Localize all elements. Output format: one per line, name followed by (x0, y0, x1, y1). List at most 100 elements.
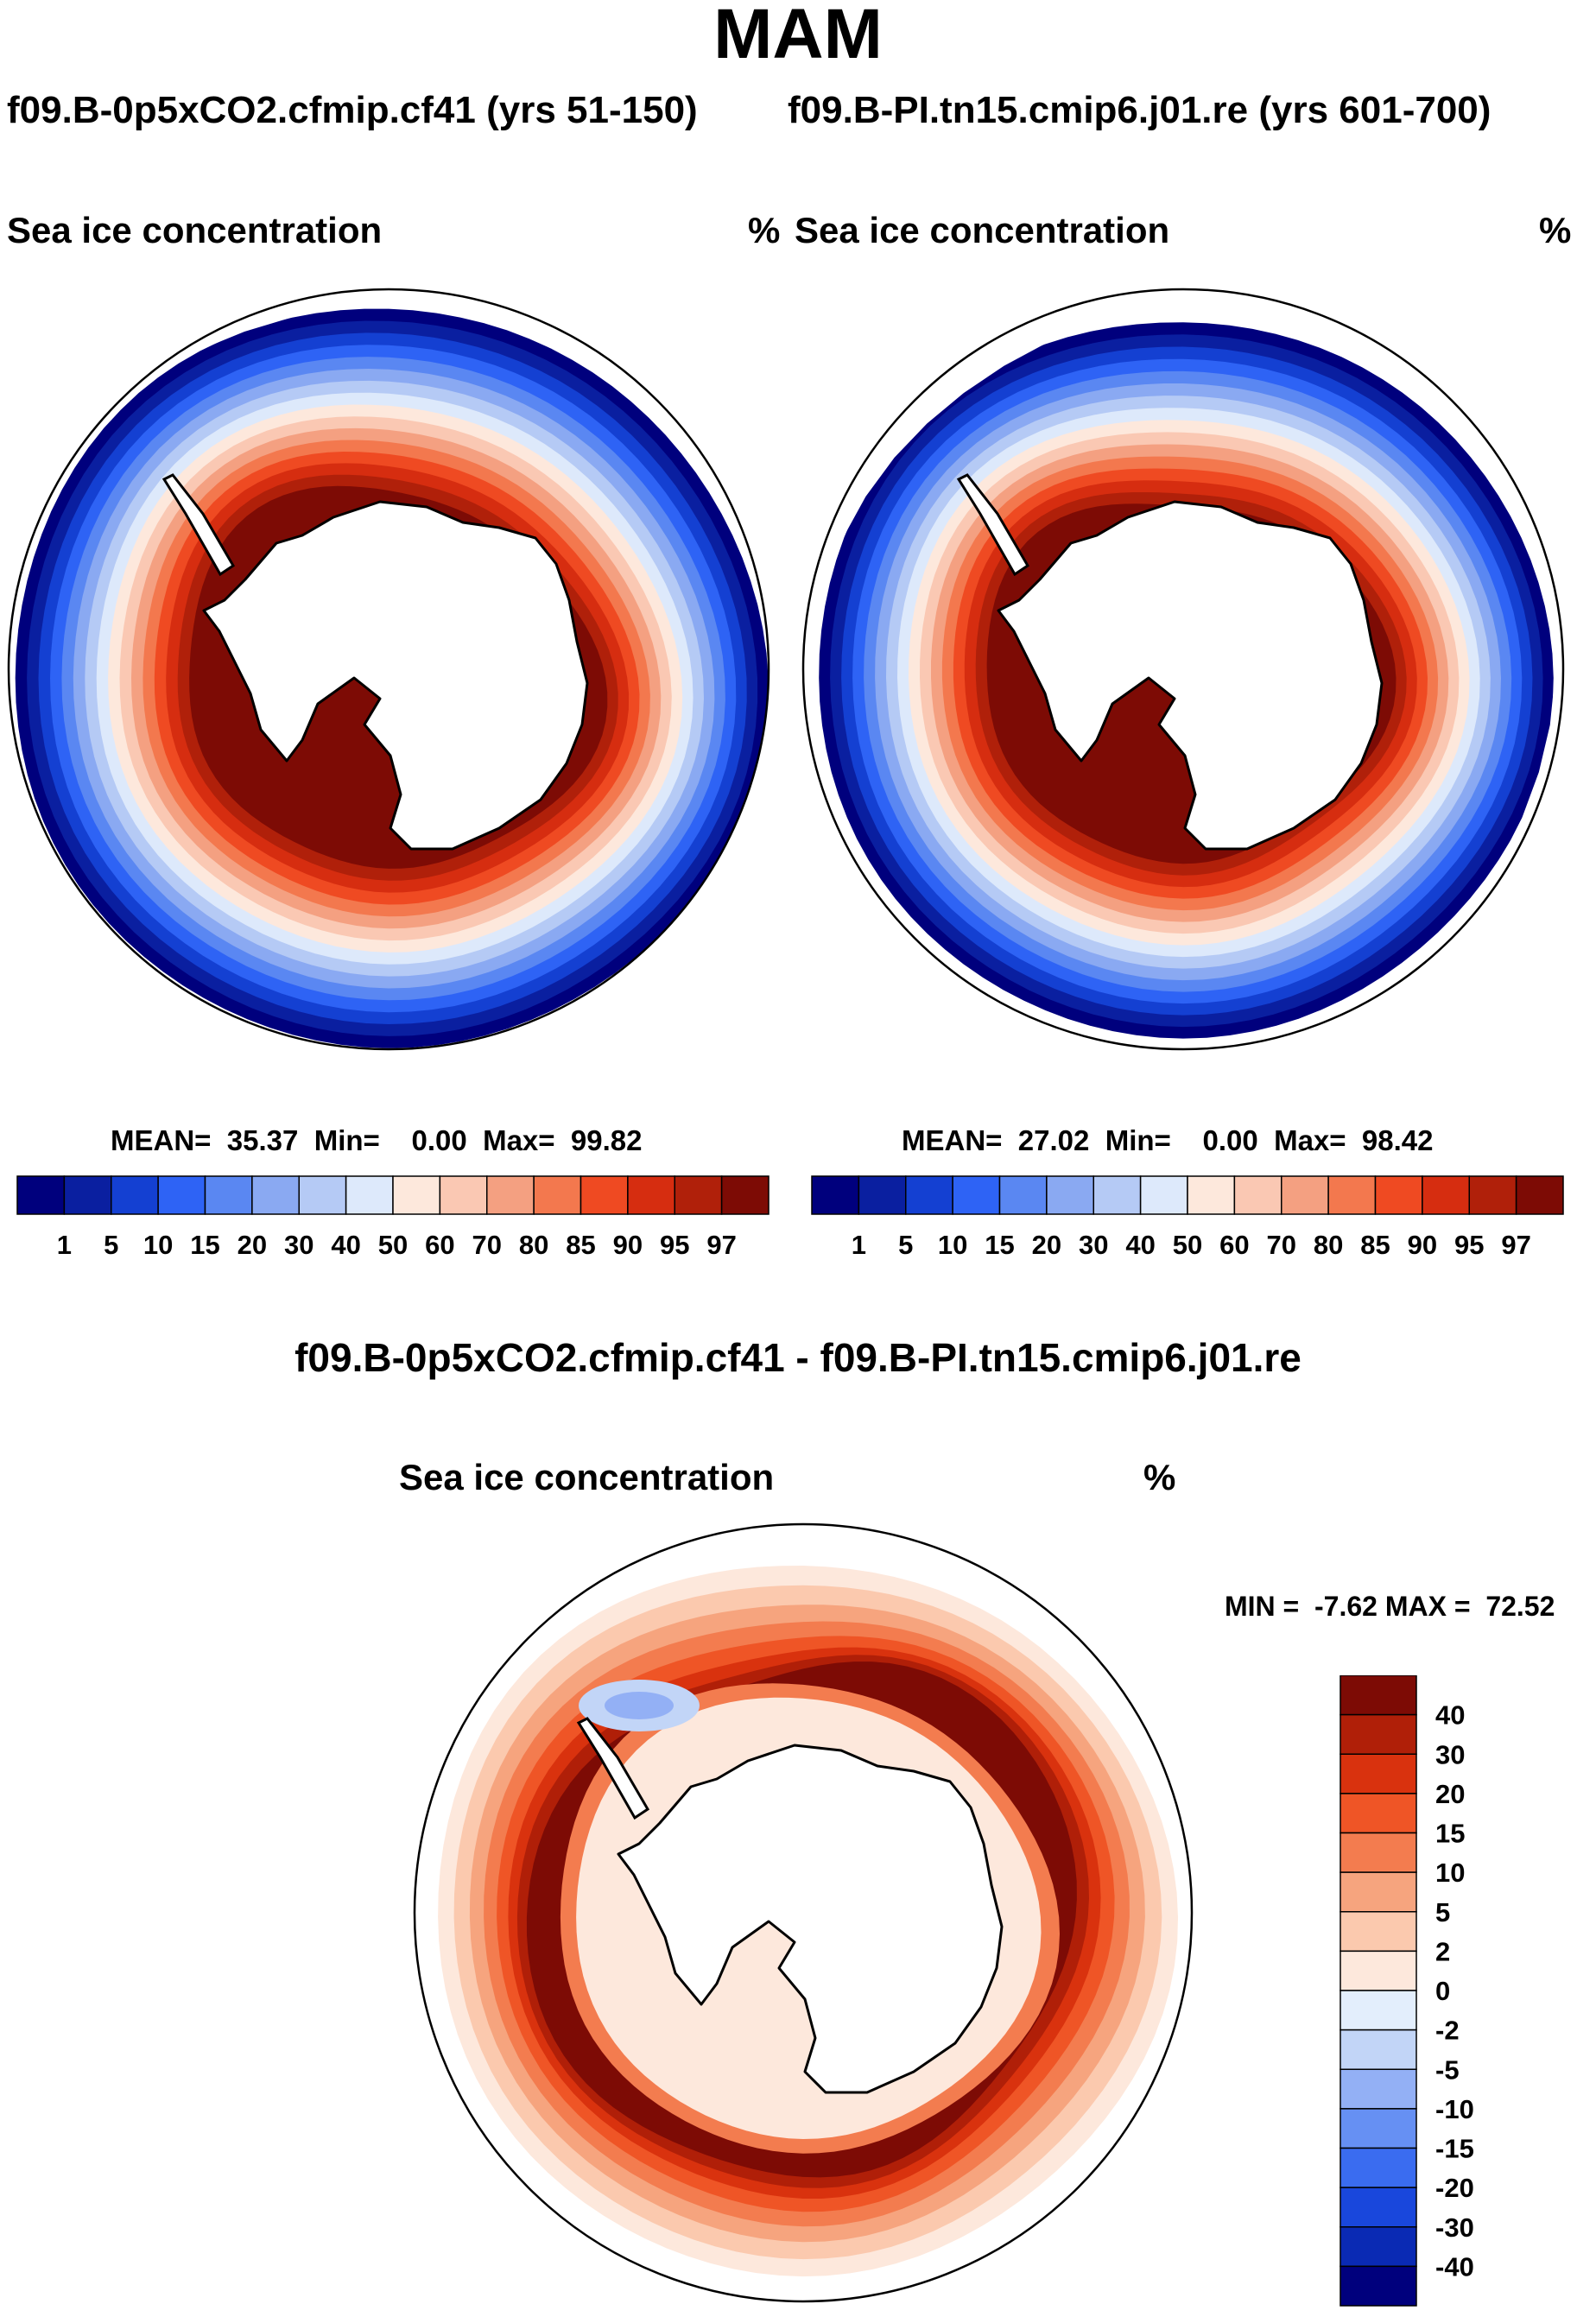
map-boundary (7, 288, 770, 1051)
colorbar-tick-label: 90 (613, 1230, 643, 1260)
diff-colorbar-swatch-1 (1340, 1713, 1417, 1755)
panel1-stats: MEAN= 35.37 Min= 0.00 Max= 99.82 (111, 1124, 642, 1158)
colorbar-swatch-13 (627, 1175, 675, 1215)
panel2-mean-value: 27.02 (1017, 1124, 1090, 1156)
panel1-colorbar: 1 5 10 15 20 30 40 50 60 70 80 85 90 95 97 (16, 1175, 770, 1260)
colorbar-tick-label: 97 (706, 1230, 736, 1260)
panel2-max-label: Max= (1274, 1124, 1346, 1156)
antarctica-coastline (617, 1744, 1004, 2094)
colorbar-swatch-4 (204, 1175, 253, 1215)
colorbar-tick-label: 60 (425, 1230, 454, 1260)
panel2-colorbar: 1 5 10 15 20 30 40 50 60 70 80 85 90 95 97 (811, 1175, 1564, 1260)
diff-colorbar-tick-label: -15 (1435, 2134, 1474, 2164)
colorbar-tick-label: 85 (1360, 1230, 1390, 1260)
colorbar-tick-label: 30 (284, 1230, 314, 1260)
colorbar-swatch-3 (952, 1175, 1001, 1215)
diff-colorbar-tick-label: 15 (1435, 1819, 1465, 1849)
colorbar-tick-label: 15 (190, 1230, 219, 1260)
panel1-max-label: Max= (483, 1124, 555, 1156)
colorbar-swatch-2 (905, 1175, 953, 1215)
colorbar-tick-label: 70 (1267, 1230, 1296, 1260)
diff-colorbar-swatch-6 (1340, 1911, 1417, 1953)
colorbar-swatch-13 (1422, 1175, 1470, 1215)
panel2-min-label: Min= (1105, 1124, 1171, 1156)
colorbar-tick-label: 30 (1079, 1230, 1108, 1260)
colorbar-swatch-8 (1187, 1175, 1236, 1215)
diff-colorbar-swatch-0 (1340, 1675, 1417, 1716)
antarctica-coastline (997, 500, 1384, 851)
colorbar-swatch-6 (298, 1175, 347, 1215)
colorbar-swatch-14 (674, 1175, 723, 1215)
colorbar-tick-label: 70 (472, 1230, 502, 1260)
colorbar-swatch-15 (720, 1175, 770, 1215)
antarctic-peninsula (956, 473, 1030, 577)
colorbar-swatch-10 (1281, 1175, 1329, 1215)
colorbar-tick-label: 40 (1125, 1230, 1155, 1260)
diff-colorbar-tick-label: 2 (1435, 1936, 1450, 1966)
panel2-variable-label: Sea ice concentration (795, 210, 1170, 250)
colorbar-swatch-9 (439, 1175, 488, 1215)
antarctic-peninsula (162, 473, 236, 577)
panel3-min-value: -7.62 (1314, 1591, 1378, 1622)
diff-colorbar-swatch-10 (1340, 2068, 1417, 2110)
panel3-minmax: MIN = -7.62 MAX = 72.52 (1225, 1589, 1555, 1624)
colorbar-swatch-1 (858, 1175, 907, 1215)
panel1-mean-label: MEAN= (111, 1124, 212, 1156)
panel3-min-label: MIN = (1225, 1591, 1300, 1622)
panel1-max-value: 99.82 (570, 1124, 643, 1156)
panel2-stats: MEAN= 27.02 Min= 0.00 Max= 98.42 (902, 1124, 1433, 1158)
colorbar-swatch-14 (1468, 1175, 1517, 1215)
colorbar-swatch-0 (16, 1175, 66, 1215)
panel3-variable-label: Sea ice concentration (399, 1457, 775, 1497)
colorbar-swatch-9 (1233, 1175, 1282, 1215)
panel2-units-label: % (1539, 210, 1572, 250)
colorbar-tick-label: 95 (1454, 1230, 1484, 1260)
diff-colorbar-swatch-9 (1340, 2029, 1417, 2070)
colorbar-swatch-5 (251, 1175, 300, 1215)
right-run-title: f09.B-PI.tn15.cmip6.j01.re (yrs 601-700) (788, 89, 1492, 131)
colorbar-swatch-4 (998, 1175, 1048, 1215)
colorbar-swatch-12 (1374, 1175, 1423, 1215)
colorbar-swatch-8 (392, 1175, 441, 1215)
panel3-map (413, 1522, 1194, 2303)
panel1-map (7, 288, 770, 1051)
diff-colorbar-tick-label: -2 (1435, 2016, 1460, 2046)
colorbar-swatch-12 (580, 1175, 629, 1215)
colorbar-tick-label: 80 (1314, 1230, 1343, 1260)
diff-colorbar-swatch-2 (1340, 1753, 1417, 1794)
diff-colorbar-tick-label: 10 (1435, 1858, 1465, 1888)
panel1-mean-value: 35.37 (226, 1124, 299, 1156)
colorbar-tick-label: 10 (143, 1230, 173, 1260)
antarctica-coastline (202, 500, 589, 851)
figure-title: MAM (713, 0, 883, 73)
diff-colorbar-swatch-12 (1340, 2147, 1417, 2188)
colorbar-tick-label: 97 (1501, 1230, 1530, 1260)
diff-colorbar-swatch-15 (1340, 2265, 1417, 2307)
colorbar-swatch-10 (486, 1175, 535, 1215)
colorbar-tick-label: 10 (938, 1230, 967, 1260)
diff-colorbar-tick-label: -40 (1435, 2251, 1474, 2282)
colorbar-tick-label: 50 (378, 1230, 408, 1260)
panel2-map (801, 288, 1565, 1051)
colorbar-swatch-7 (1139, 1175, 1188, 1215)
diff-colorbar-tick-label: 30 (1435, 1739, 1465, 1769)
diff-colorbar-tick-label: -5 (1435, 2054, 1460, 2085)
diff-colorbar-swatch-14 (1340, 2226, 1417, 2268)
panel1-min-value: 0.00 (411, 1124, 467, 1156)
panel3-units-label: % (1143, 1457, 1176, 1497)
diff-colorbar-tick-label: 40 (1435, 1700, 1465, 1731)
colorbar-tick-label: 90 (1408, 1230, 1437, 1260)
diff-colorbar-tick-label: -10 (1435, 2094, 1474, 2124)
colorbar-tick-label: 15 (985, 1230, 1014, 1260)
colorbar-tick-label: 1 (852, 1230, 866, 1260)
panel1-units-label: % (748, 210, 781, 250)
colorbar-tick-label: 5 (104, 1230, 118, 1260)
diff-colorbar-tick-label: -20 (1435, 2173, 1474, 2203)
diff-colorbar-swatch-11 (1340, 2108, 1417, 2149)
colorbar-swatch-11 (1327, 1175, 1377, 1215)
diff-colorbar-swatch-3 (1340, 1793, 1417, 1834)
diff-colorbar-tick-label: 20 (1435, 1779, 1465, 1809)
panel3-max-label: MAX = (1384, 1591, 1471, 1622)
panel3-max-value: 72.52 (1485, 1591, 1555, 1622)
